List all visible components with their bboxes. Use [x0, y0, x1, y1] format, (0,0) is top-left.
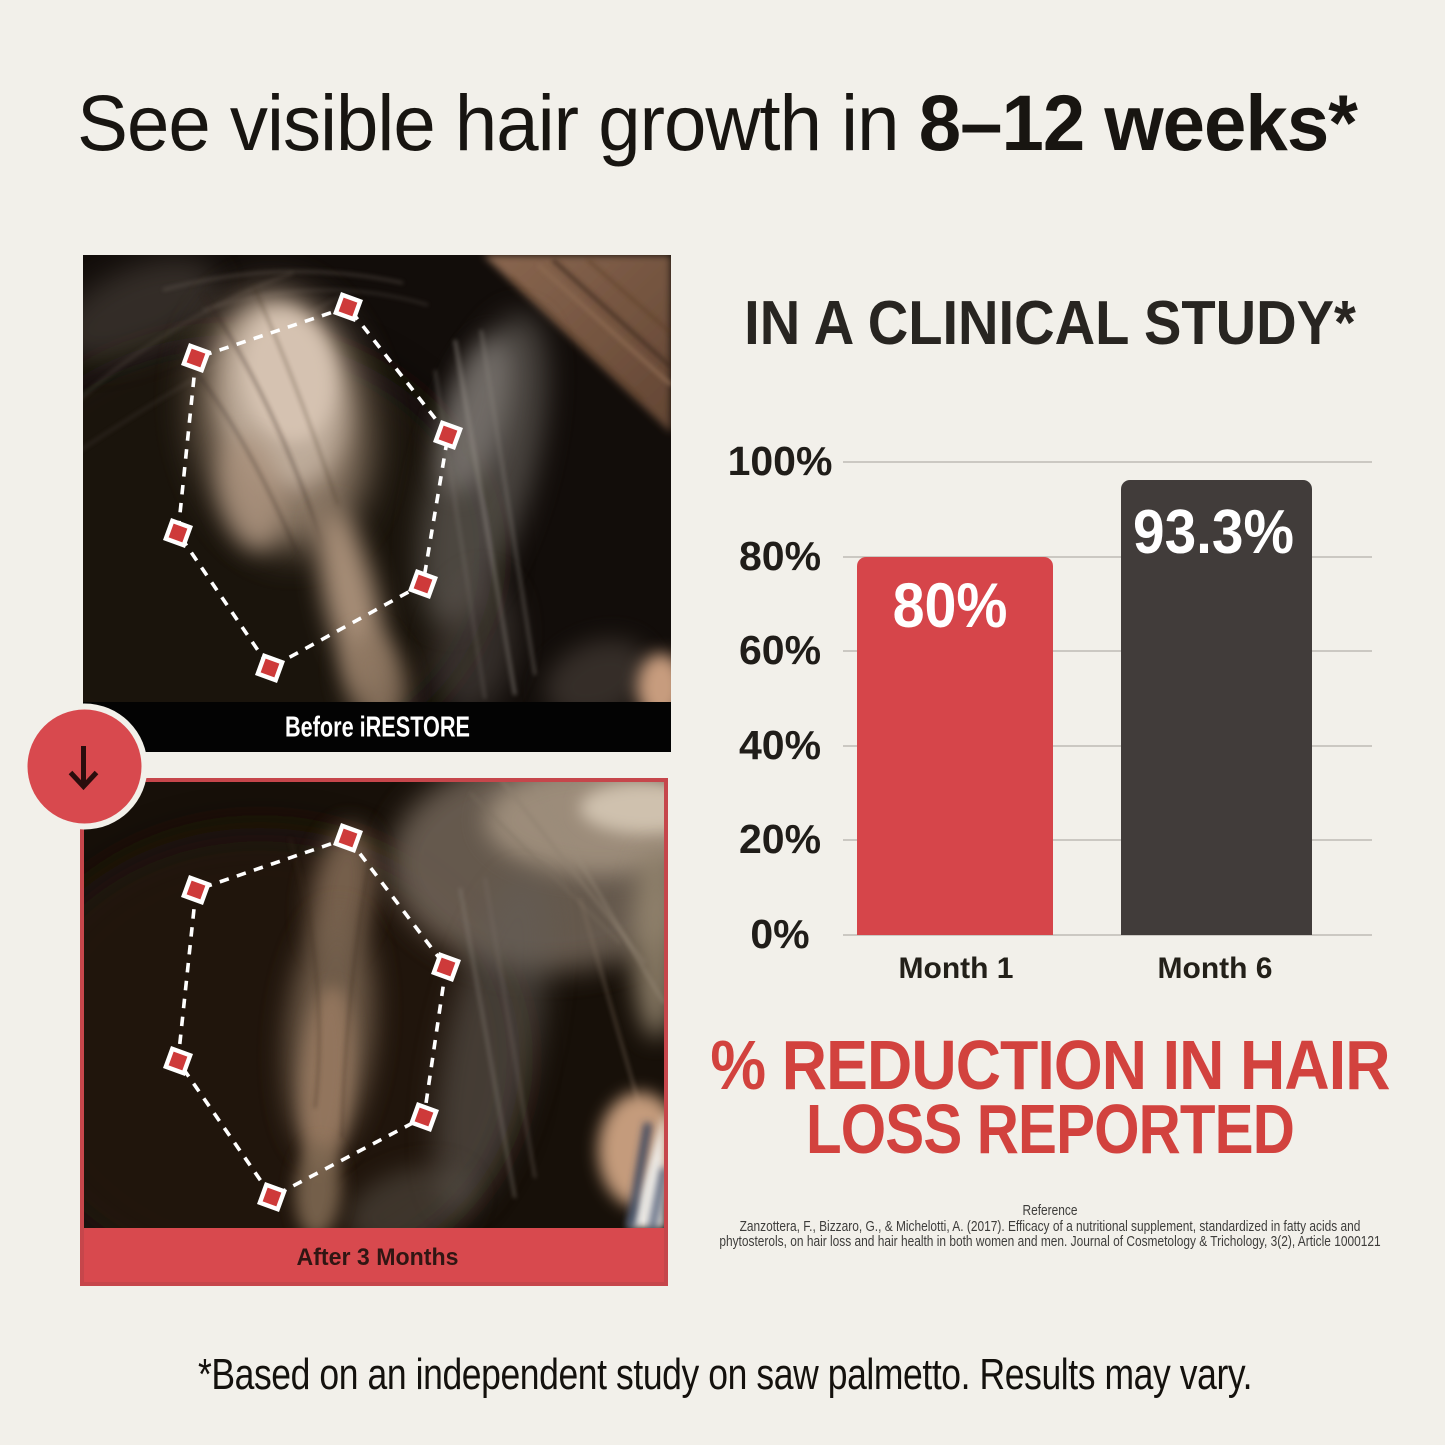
svg-text:After 3 Months: After 3 Months [297, 1244, 459, 1271]
svg-text:Before iRESTORE: Before iRESTORE [285, 712, 470, 744]
